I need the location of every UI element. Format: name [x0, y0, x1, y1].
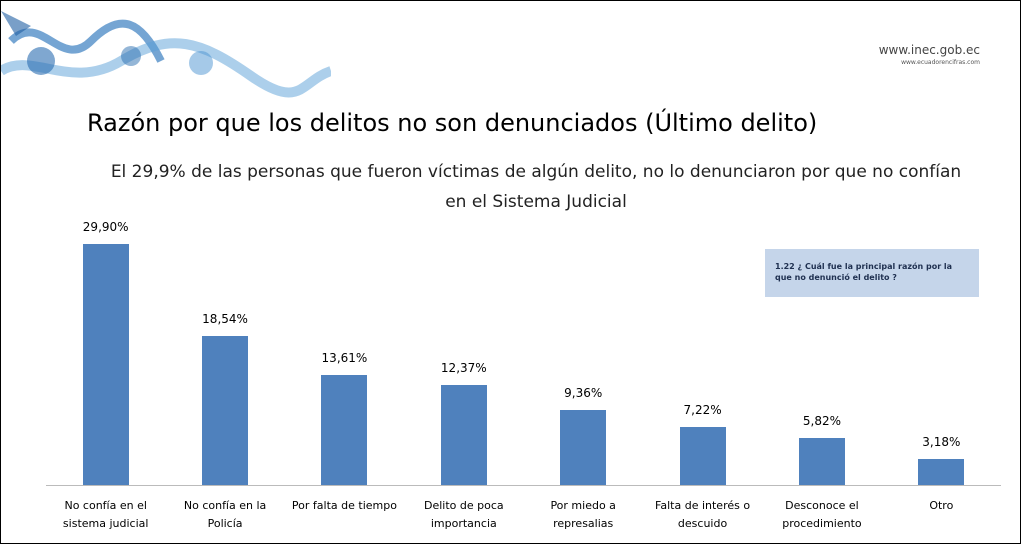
x-tick-label: No confía en el sistema judicial: [51, 497, 161, 533]
bar: [918, 459, 964, 485]
annotation: 1.22 ¿ Cuál fue la principal razón por l…: [765, 249, 979, 297]
x-tick-label: Otro: [886, 497, 996, 515]
bar: [560, 410, 606, 485]
value-label: 29,90%: [66, 220, 146, 234]
value-label: 12,37%: [424, 361, 504, 375]
value-label: 18,54%: [185, 312, 265, 326]
header-url: www.inec.gob.ec: [879, 43, 980, 57]
bar: [321, 375, 367, 485]
value-label: 13,61%: [304, 351, 384, 365]
bar: [83, 244, 129, 485]
x-tick-label: Falta de interés o descuido: [648, 497, 758, 533]
chart-title: Razón por que los delitos no son denunci…: [87, 109, 817, 137]
x-tick-label: No confía en la Policía: [170, 497, 280, 533]
slide: www.inec.gob.ec www.ecuadorencifras.com …: [0, 0, 1021, 544]
x-tick-label: Desconoce el procedimiento: [767, 497, 877, 533]
x-tick-label: Por miedo a represalias: [528, 497, 638, 533]
bar: [680, 427, 726, 485]
x-tick-label: Por falta de tiempo: [289, 497, 399, 515]
x-tick-label: Delito de poca importancia: [409, 497, 519, 533]
bar: [799, 438, 845, 485]
bar: [441, 385, 487, 485]
value-label: 9,36%: [543, 386, 623, 400]
value-label: 7,22%: [663, 403, 743, 417]
header-decoration: [1, 1, 331, 101]
bar: [202, 336, 248, 485]
value-label: 5,82%: [782, 414, 862, 428]
value-label: 3,18%: [901, 435, 981, 449]
header-url-secondary: www.ecuadorencifras.com: [901, 59, 980, 66]
chart-subtitle: El 29,9% de las personas que fueron víct…: [101, 157, 971, 217]
x-axis-line: [46, 485, 1001, 486]
